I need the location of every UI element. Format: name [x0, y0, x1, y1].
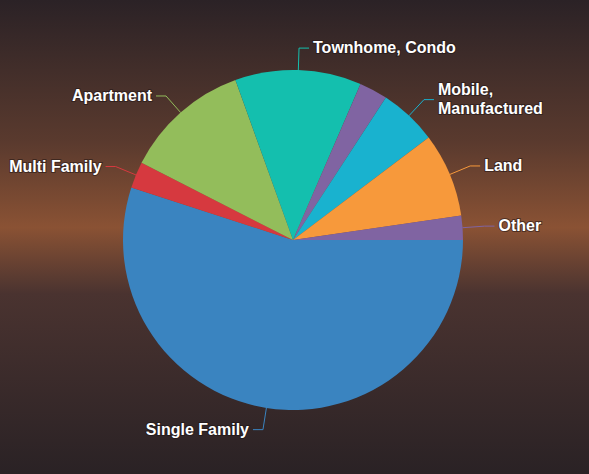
- slice-label: Mobile, Manufactured: [438, 81, 543, 117]
- labels: Single Family Multi Family Apartment Townho…: [9, 39, 543, 438]
- slice-label-line: Land: [484, 157, 522, 174]
- leader-line: [106, 167, 136, 175]
- leader-line: [409, 100, 434, 116]
- slice-label-line: Mobile,: [438, 81, 493, 98]
- slice-label: Apartment: [72, 87, 153, 104]
- leader-line: [450, 166, 480, 174]
- slice-label: Other: [498, 217, 541, 234]
- leader-line: [253, 408, 266, 430]
- slice-label-line: Other: [498, 217, 541, 234]
- slice-label-line: Townhome, Condo: [313, 39, 456, 56]
- leader-line: [156, 96, 181, 113]
- slice-label: Land: [484, 157, 522, 174]
- slice-label-line: Manufactured: [438, 100, 543, 117]
- slice-label: Townhome, Condo: [313, 39, 456, 56]
- leader-line: [298, 48, 309, 70]
- slice-label-line: Multi Family: [9, 158, 102, 175]
- chart: Single Family Multi Family Apartment Townho…: [0, 0, 589, 474]
- slice: [293, 216, 463, 240]
- slice-label-line: Apartment: [72, 87, 153, 104]
- pie: [123, 70, 463, 410]
- leader-line: [463, 226, 495, 228]
- slice-label-line: Single Family: [146, 421, 249, 438]
- slice-label: Multi Family: [9, 158, 102, 175]
- slice-label: Single Family: [146, 421, 249, 438]
